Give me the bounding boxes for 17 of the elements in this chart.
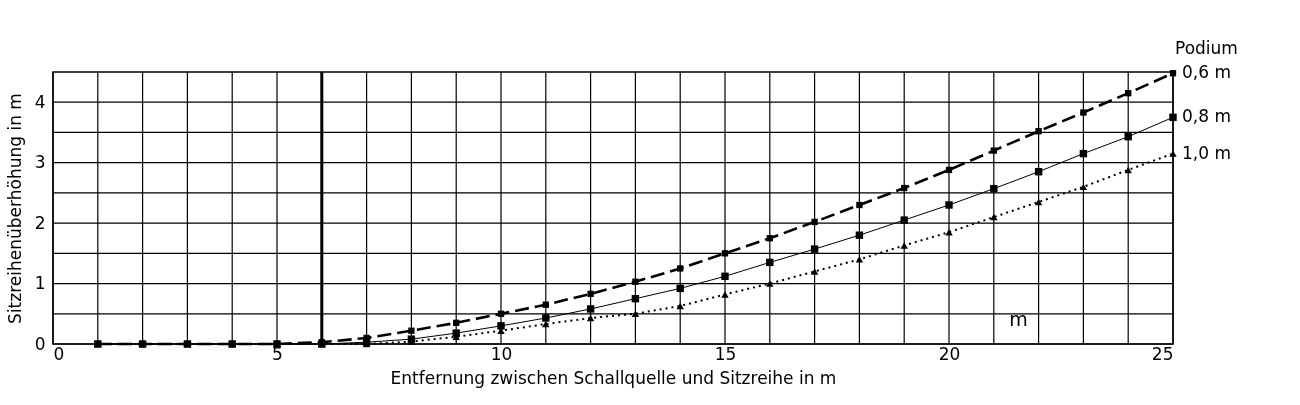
y-tick-label: 3 xyxy=(34,152,46,173)
x-tick-label: 10 xyxy=(490,343,513,364)
y-tick-label: 4 xyxy=(34,91,46,112)
y-tick-label: 1 xyxy=(34,273,46,294)
y-tick-label: 2 xyxy=(34,212,46,233)
x-tick-label: 25 xyxy=(1151,343,1174,364)
annotation: m xyxy=(1009,307,1028,330)
x-tick-label: 5 xyxy=(272,343,283,364)
series-label: 0,6 m xyxy=(1182,62,1231,83)
y-axis-title: Sitzreihenüberhöhung in m xyxy=(4,93,25,324)
legend-title: Podium xyxy=(1175,38,1238,58)
x-axis-title: Entfernung zwischen Schallquelle und Sitzreihe in m xyxy=(390,367,837,388)
x-tick-label: 20 xyxy=(938,343,961,364)
x-tick-label: 0 xyxy=(53,343,65,364)
series-label: 0,8 m xyxy=(1182,106,1231,127)
x-tick-label: 15 xyxy=(714,343,737,364)
series-label: 1,0 m xyxy=(1182,142,1231,163)
